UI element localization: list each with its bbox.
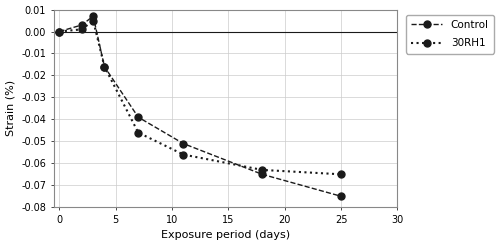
Control [90,15,96,18]
Control [56,30,62,33]
Control [135,116,141,119]
30RH1 [338,173,344,176]
30RH1 [90,19,96,22]
Line: Control: Control [56,13,344,200]
Control [180,142,186,145]
30RH1 [180,153,186,156]
Line: 30RH1: 30RH1 [56,17,344,178]
X-axis label: Exposure period (days): Exposure period (days) [161,231,290,240]
Control [338,195,344,198]
30RH1 [56,30,62,33]
Y-axis label: Strain (%): Strain (%) [6,80,16,137]
30RH1 [259,169,265,171]
Control [259,173,265,176]
Legend: Control, 30RH1: Control, 30RH1 [406,15,494,54]
30RH1 [135,131,141,134]
Control [79,23,85,26]
30RH1 [79,28,85,31]
30RH1 [102,65,107,68]
Control [102,65,107,68]
